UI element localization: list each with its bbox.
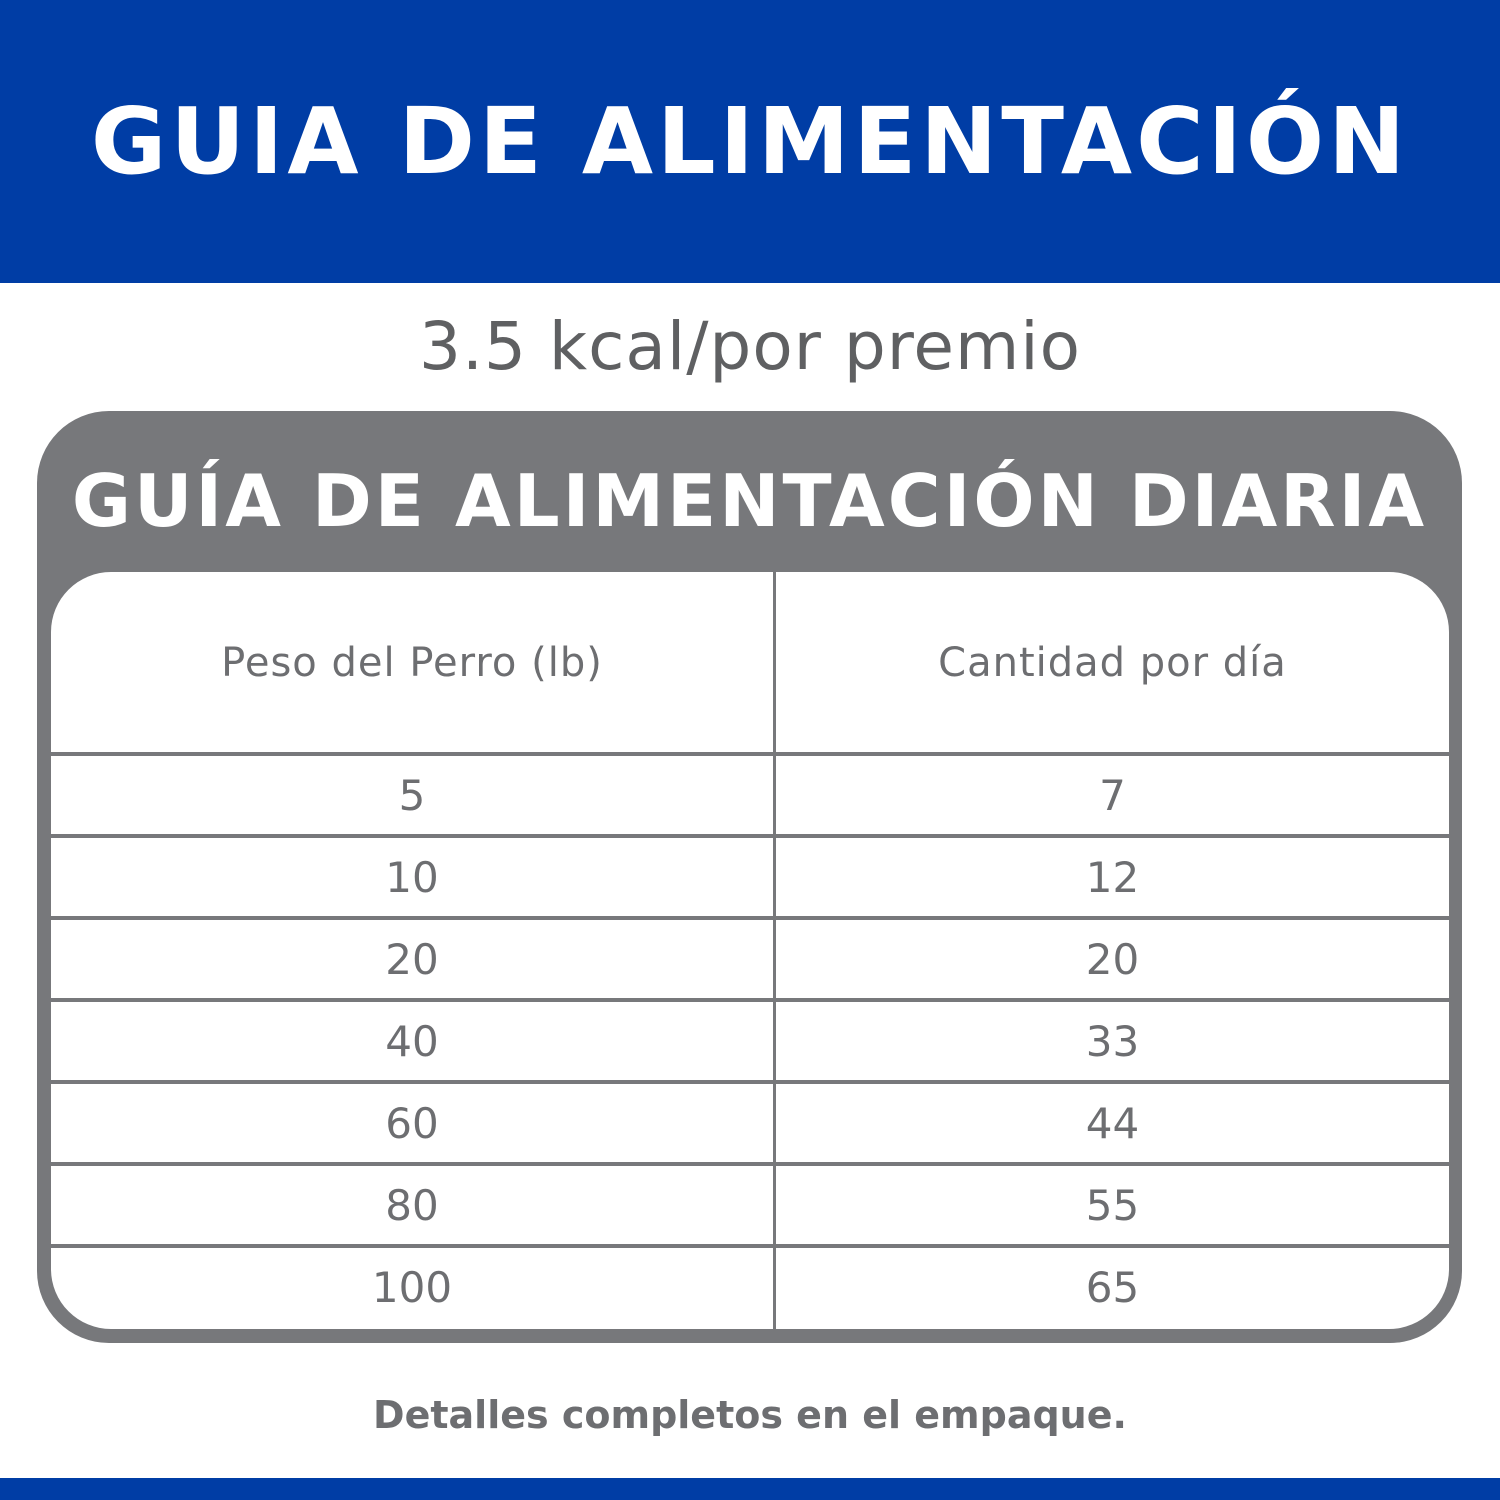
table-header-row: Peso del Perro (lb) Cantidad por día (51, 572, 1449, 753)
amount-cell: 55 (1085, 1181, 1140, 1230)
weight-cell: 20 (385, 935, 439, 984)
amount-cell: 33 (1085, 1017, 1140, 1066)
weight-cell: 10 (385, 853, 439, 902)
column-header-weight: Peso del Perro (lb) (221, 639, 603, 686)
column-header-amount: Cantidad por día (938, 639, 1287, 686)
amount-cell: 7 (1099, 771, 1126, 820)
subtitle: 3.5 kcal/por premio (418, 308, 1082, 385)
amount-cell: 12 (1085, 853, 1140, 902)
table-title: GUÍA DE ALIMENTACIÓN DIARIA (71, 459, 1428, 543)
row-divider (51, 1162, 1449, 1166)
amount-cell: 44 (1085, 1099, 1140, 1148)
bottom-bar (0, 1478, 1500, 1500)
weight-cell: 60 (385, 1099, 439, 1148)
table-row: 100 65 (51, 1248, 1449, 1327)
weight-cell: 100 (371, 1263, 453, 1312)
page-title: GUIA DE ALIMENTACIÓN (90, 88, 1410, 195)
weight-cell: 5 (398, 771, 426, 820)
row-divider (51, 916, 1449, 920)
row-divider (51, 1080, 1449, 1084)
row-divider (51, 1244, 1449, 1248)
row-divider (51, 752, 1449, 756)
weight-cell: 80 (385, 1181, 439, 1230)
table-row: 20 20 (51, 920, 1449, 999)
table-row: 80 55 (51, 1166, 1449, 1245)
amount-cell: 65 (1085, 1263, 1140, 1312)
footer-note: Detalles completos en el empaque. (373, 1393, 1127, 1437)
column-divider (773, 572, 776, 1329)
row-divider (51, 998, 1449, 1002)
feeding-guide-panel: GUÍA DE ALIMENTACIÓN DIARIA Peso del Per… (37, 411, 1462, 1343)
table-row: 60 44 (51, 1084, 1449, 1163)
table-row: 40 33 (51, 1002, 1449, 1081)
header-banner: GUIA DE ALIMENTACIÓN (0, 0, 1500, 283)
row-divider (51, 834, 1449, 838)
table-row: 10 12 (51, 838, 1449, 917)
amount-cell: 20 (1085, 935, 1140, 984)
weight-cell: 40 (385, 1017, 439, 1066)
